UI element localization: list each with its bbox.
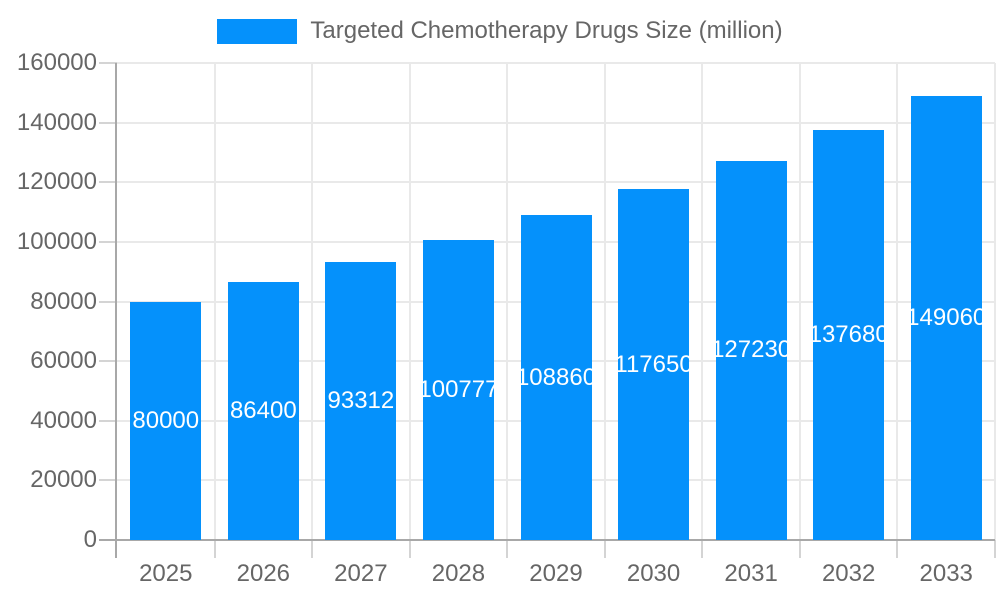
x-gridline [408, 63, 411, 540]
bar-2025: 80000 [130, 301, 202, 540]
bar-value-label: 100777 [422, 375, 494, 403]
bar-2033: 149060 [910, 95, 982, 540]
y-tick-label: 60000 [30, 347, 97, 375]
y-tick-mark [99, 240, 117, 243]
x-tick-label: 2031 [724, 560, 778, 587]
y-tick-label: 140000 [16, 108, 97, 136]
bar-value-label: 108860 [520, 363, 592, 391]
y-tick-mark [99, 300, 117, 303]
x-tick-mark [896, 540, 899, 558]
x-tick-mark [701, 540, 704, 558]
y-gridline [117, 62, 995, 64]
x-tick-label: 2030 [626, 560, 681, 587]
y-tick-label: 160000 [16, 49, 97, 76]
y-tick-label: 120000 [16, 168, 97, 196]
x-tick-mark [994, 540, 996, 558]
x-tick-label: 2028 [431, 560, 486, 587]
bar-value-label: 117650 [618, 350, 690, 378]
bar-2026: 86400 [227, 282, 299, 540]
x-gridline [311, 63, 314, 540]
y-tick-mark [99, 360, 117, 363]
y-tick-label: 20000 [30, 466, 97, 494]
x-tick-label: 2027 [334, 560, 388, 587]
bar-value-label: 93312 [327, 386, 395, 414]
chart-legend[interactable]: Targeted Chemotherapy Drugs Size (millio… [0, 16, 1000, 46]
x-tick-label: 2025 [139, 560, 193, 587]
y-tick-label: 40000 [30, 406, 97, 434]
y-tick-mark [99, 181, 117, 184]
bar-value-label: 149060 [910, 303, 982, 331]
bar-value-label: 127230 [715, 336, 787, 364]
x-tick-mark [603, 540, 606, 558]
bar-value-label: 137680 [813, 320, 885, 348]
legend-label: Targeted Chemotherapy Drugs Size (millio… [310, 17, 783, 44]
x-tick-mark [798, 540, 801, 558]
x-gridline [213, 63, 216, 540]
y-gridline [117, 181, 995, 184]
bar-2027: 93312 [325, 261, 397, 540]
y-tick-label: 0 [83, 526, 97, 553]
y-axis-line [115, 63, 117, 558]
legend-swatch [217, 18, 298, 44]
x-tick-mark [506, 540, 509, 558]
y-gridline [117, 121, 995, 124]
x-gridline [603, 63, 606, 540]
bar-2028: 100777 [422, 239, 494, 540]
x-tick-label: 2029 [529, 560, 583, 587]
y-tick-label: 100000 [16, 227, 97, 255]
x-gridline [701, 63, 704, 540]
bar-value-label: 80000 [132, 406, 200, 434]
y-tick-label: 80000 [30, 287, 97, 315]
x-tick-mark [408, 540, 411, 558]
x-gridline [994, 63, 996, 540]
x-tick-label: 2032 [821, 560, 876, 587]
x-tick-mark [311, 540, 314, 558]
y-tick-mark [99, 419, 117, 422]
y-tick-mark [99, 479, 117, 482]
x-gridline [896, 63, 899, 540]
x-tick-label: 2033 [919, 560, 973, 587]
bar-value-label: 86400 [229, 397, 297, 425]
bar-2031: 127230 [715, 160, 787, 540]
x-axis-line [99, 539, 995, 541]
x-tick-mark [213, 540, 216, 558]
y-tick-mark [99, 62, 117, 64]
bar-2032: 137680 [813, 129, 885, 540]
y-tick-mark [99, 121, 117, 124]
bar-2029: 108860 [520, 215, 592, 540]
x-gridline [798, 63, 801, 540]
x-gridline [506, 63, 509, 540]
bar-2030: 117650 [618, 189, 690, 540]
x-tick-label: 2026 [236, 560, 291, 587]
